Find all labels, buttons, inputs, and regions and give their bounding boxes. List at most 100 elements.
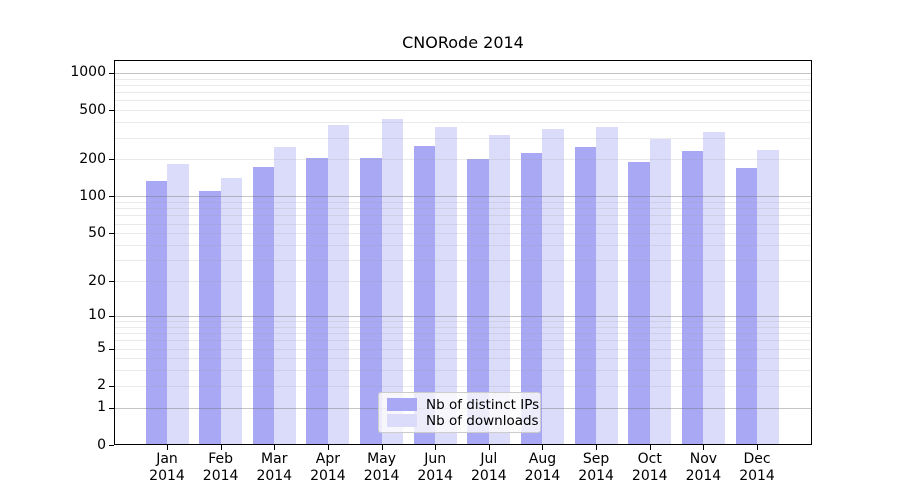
x-tick-mark bbox=[650, 445, 651, 450]
bar-downloads-may bbox=[381, 118, 404, 445]
x-tick-label: Mar 2014 bbox=[242, 451, 306, 484]
x-tick-mark bbox=[382, 445, 383, 450]
chart-title: CNORode 2014 bbox=[402, 33, 524, 52]
x-tick-mark bbox=[703, 445, 704, 450]
x-tick-label: Oct 2014 bbox=[618, 451, 682, 484]
x-tick-month: Jan bbox=[156, 451, 178, 467]
bar-downloads-dec bbox=[757, 149, 779, 445]
legend: Nb of distinct IPs Nb of downloads bbox=[378, 392, 541, 433]
y-tick-mark bbox=[109, 445, 114, 446]
y-tick-mark bbox=[109, 110, 114, 111]
bar-downloads-feb bbox=[220, 178, 243, 445]
x-tick-year: 2014 bbox=[524, 467, 561, 484]
x-tick-mark bbox=[221, 445, 222, 450]
legend-label: Nb of downloads bbox=[426, 412, 539, 429]
x-tick-month: Aug bbox=[528, 451, 557, 467]
x-tick-year: 2014 bbox=[739, 467, 775, 484]
x-tick-label: Sep 2014 bbox=[564, 451, 628, 484]
x-tick-label: Jun 2014 bbox=[403, 451, 467, 484]
x-tick-month: Oct bbox=[637, 451, 662, 467]
bar-distinct-ips-jun bbox=[413, 145, 436, 445]
x-tick-month: Feb bbox=[208, 451, 234, 467]
x-tick-month: Dec bbox=[743, 451, 771, 467]
bar-distinct-ips-apr bbox=[306, 158, 328, 445]
x-tick-year: 2014 bbox=[149, 467, 185, 484]
x-tick-mark bbox=[542, 445, 543, 450]
x-tick-year: 2014 bbox=[417, 467, 453, 484]
y-tick-label: 5 bbox=[97, 340, 106, 356]
x-tick-label: Dec 2014 bbox=[725, 451, 789, 484]
x-tick-mark bbox=[596, 445, 597, 450]
y-tick-label: 50 bbox=[88, 224, 106, 241]
bar-downloads-apr bbox=[327, 124, 350, 445]
bar-downloads-jan bbox=[167, 163, 189, 445]
y-tick-mark bbox=[109, 196, 114, 197]
x-tick-month: Sep bbox=[582, 451, 610, 467]
x-tick-year: 2014 bbox=[310, 467, 346, 484]
x-tick-label: Feb 2014 bbox=[189, 451, 253, 484]
y-tick-label: 1 bbox=[97, 399, 106, 416]
bar-downloads-mar bbox=[274, 146, 296, 445]
plot-area: Nb of distinct IPs Nb of downloads bbox=[114, 60, 812, 445]
y-tick-mark bbox=[109, 73, 114, 74]
x-tick-mark bbox=[274, 445, 275, 450]
bar-downloads-nov bbox=[703, 132, 725, 445]
x-tick-mark bbox=[489, 445, 490, 450]
bar-downloads-oct bbox=[649, 139, 672, 445]
y-tick-mark bbox=[109, 159, 114, 160]
legend-label: Nb of distinct IPs bbox=[426, 396, 540, 413]
bar-distinct-ips-mar bbox=[252, 167, 275, 445]
x-tick-month: Jun bbox=[424, 451, 447, 467]
x-tick-year: 2014 bbox=[685, 467, 722, 484]
bar-distinct-ips-oct bbox=[628, 162, 650, 445]
x-tick-month: Jul bbox=[480, 451, 498, 467]
x-tick-label: Apr 2014 bbox=[296, 451, 360, 484]
bar-distinct-ips-nov bbox=[681, 151, 704, 445]
x-tick-month: Mar bbox=[261, 451, 288, 467]
y-tick-mark bbox=[109, 408, 114, 409]
bar-downloads-jun bbox=[435, 126, 457, 445]
x-tick-month: Apr bbox=[315, 451, 341, 467]
x-tick-month: May bbox=[367, 451, 397, 467]
bar-downloads-sep bbox=[596, 127, 618, 445]
y-tick-label: 500 bbox=[79, 101, 106, 118]
y-tick-label: 0 bbox=[97, 436, 106, 453]
x-tick-mark bbox=[757, 445, 758, 450]
x-tick-mark bbox=[167, 445, 168, 450]
y-tick-mark bbox=[109, 349, 114, 350]
bar-downloads-aug bbox=[542, 128, 564, 445]
x-tick-label: May 2014 bbox=[350, 451, 414, 484]
y-tick-mark bbox=[109, 233, 114, 234]
y-tick-label: 1000 bbox=[70, 64, 106, 81]
x-tick-mark bbox=[328, 445, 329, 450]
y-tick-label: 2 bbox=[97, 377, 106, 394]
x-tick-year: 2014 bbox=[578, 467, 614, 484]
y-tick-mark bbox=[109, 281, 114, 282]
bar-distinct-ips-feb bbox=[199, 191, 221, 445]
x-tick-mark bbox=[435, 445, 436, 450]
x-tick-label: Nov 2014 bbox=[671, 451, 735, 484]
y-tick-label: 10 bbox=[88, 307, 106, 324]
x-tick-year: 2014 bbox=[471, 467, 507, 484]
bar-distinct-ips-may bbox=[360, 157, 382, 445]
bar-downloads-jul bbox=[488, 135, 511, 445]
bar-distinct-ips-jul bbox=[467, 158, 489, 445]
bar-distinct-ips-aug bbox=[520, 153, 543, 445]
y-tick-label: 100 bbox=[79, 187, 106, 204]
x-tick-month: Nov bbox=[689, 451, 718, 467]
legend-item: Nb of downloads bbox=[387, 413, 539, 429]
legend-swatch-icon bbox=[387, 414, 417, 427]
y-tick-label: 20 bbox=[88, 272, 106, 289]
legend-item: Nb of distinct IPs bbox=[387, 397, 539, 413]
y-tick-mark bbox=[109, 386, 114, 387]
x-tick-label: Aug 2014 bbox=[510, 451, 574, 484]
x-tick-year: 2014 bbox=[363, 467, 400, 484]
bars-layer bbox=[114, 60, 812, 445]
x-tick-year: 2014 bbox=[202, 467, 239, 484]
bar-distinct-ips-jan bbox=[145, 180, 167, 445]
x-tick-year: 2014 bbox=[256, 467, 293, 484]
y-tick-mark bbox=[109, 316, 114, 317]
x-tick-label: Jul 2014 bbox=[457, 451, 521, 484]
y-tick-label: 200 bbox=[79, 150, 106, 167]
